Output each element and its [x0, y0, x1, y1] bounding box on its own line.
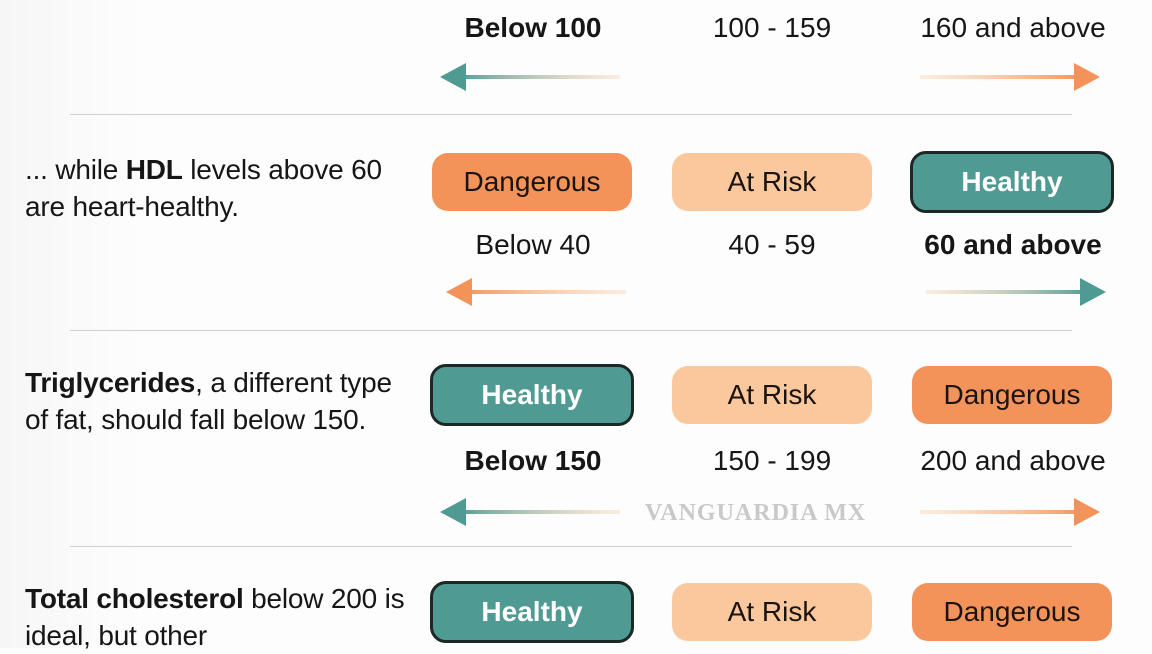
range-label-healthy: Below 150: [464, 445, 602, 476]
left-arrow-teal: [440, 63, 620, 91]
left-arrow-teal: [440, 498, 620, 526]
divider: [70, 330, 1072, 331]
status-pill-healthy: Healthy: [430, 581, 634, 643]
arrow-head: [1080, 278, 1106, 306]
right-arrow-orange: [920, 63, 1100, 91]
status-pill-dangerous: Dangerous: [912, 366, 1112, 424]
range-label-healthy: 60 and above: [924, 229, 1102, 260]
background-panel: [0, 0, 140, 648]
total-cholesterol-description: Total cholesterol below 200 is ideal, bu…: [25, 583, 405, 651]
range-label-at-risk: 100 - 159: [712, 12, 832, 43]
arrow-shaft: [920, 510, 1084, 514]
range-label-at-risk: 40 - 59: [728, 229, 816, 260]
arrow-head: [1074, 63, 1100, 91]
divider: [70, 114, 1072, 115]
range-label-dangerous: Below 40: [475, 229, 591, 260]
status-pill-at-risk: At Risk: [672, 366, 872, 424]
range-label-at-risk: 150 - 199: [712, 445, 832, 476]
arrow-shaft: [926, 290, 1090, 294]
status-pill-dangerous: Dangerous: [912, 583, 1112, 641]
arrow-shaft: [456, 510, 620, 514]
arrow-head: [446, 278, 472, 306]
arrow-head: [440, 63, 466, 91]
right-arrow-teal: [926, 278, 1106, 306]
status-pill-healthy: Healthy: [910, 151, 1114, 213]
arrow-shaft: [462, 290, 626, 294]
status-pill-at-risk: At Risk: [672, 153, 872, 211]
arrow-head: [440, 498, 466, 526]
status-pill-healthy: Healthy: [430, 364, 634, 426]
status-pill-at-risk: At Risk: [672, 583, 872, 641]
watermark: VANGUARDIA MX: [645, 500, 867, 526]
triglycerides-description: Triglycerides, a different type of fat, …: [25, 367, 392, 435]
range-label-dangerous: 160 and above: [920, 12, 1106, 43]
left-arrow-orange: [446, 278, 626, 306]
right-arrow-orange: [920, 498, 1100, 526]
arrow-shaft: [456, 75, 620, 79]
hdl-description: ... while HDL levels above 60 are heart-…: [25, 154, 382, 222]
range-label-dangerous: 200 and above: [920, 445, 1106, 476]
arrow-head: [1074, 498, 1100, 526]
divider: [70, 546, 1072, 547]
range-label-healthy: Below 100: [464, 12, 602, 43]
status-pill-dangerous: Dangerous: [432, 153, 632, 211]
arrow-shaft: [920, 75, 1084, 79]
